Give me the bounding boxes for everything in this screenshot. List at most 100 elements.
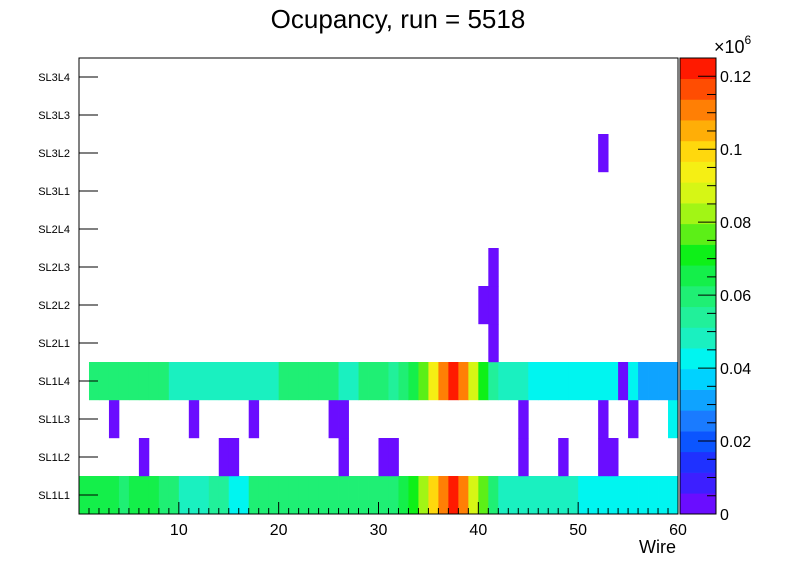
heatmap-cell [338,438,349,477]
color-scale-segment [680,78,716,100]
heatmap-cell [488,324,499,363]
color-scale-segment [680,58,716,80]
y-category-label: SL2L4 [38,224,70,236]
heatmap-cell [488,362,499,401]
heatmap-cell [378,438,389,477]
heatmap-cell [348,476,359,515]
heatmap-cell [398,362,409,401]
heatmap-cell [388,476,399,515]
heatmap-cell [558,476,569,515]
heatmap-cell [218,476,230,515]
color-scale-segment [680,472,716,494]
heatmap-cell [478,476,489,515]
color-scale-segment [680,99,716,121]
heatmap-cell [208,476,220,515]
heatmap-cell [578,476,589,515]
heatmap-cell [288,476,300,515]
heatmap-cell [98,476,110,515]
heatmap-cell [518,438,529,477]
heatmap-cell [648,362,659,401]
color-scale-exponent-power: 6 [745,33,752,47]
color-scale-segment [680,120,716,142]
heatmap-cell [598,438,609,477]
heatmap-cell [168,362,180,401]
heatmap-cell [598,134,609,173]
y-category-label: SL1L4 [38,376,70,388]
heatmap-cell [598,362,609,401]
heatmap-cell [498,476,509,515]
heatmap-cell [208,362,220,401]
heatmap-cell [428,362,439,401]
heatmap-cell [548,362,559,401]
color-scale-segment [680,431,716,453]
heatmap-cell [668,400,679,439]
x-tick-label: 40 [469,522,487,539]
color-scale-segment [680,451,716,473]
heatmap-cell [188,400,200,439]
y-axis: SL1L1 SL1L2 SL1L3 SL1L4 SL2L1 SL2L2 SL2L3 SL2L4… [38,72,98,502]
heatmap-cell [308,362,319,401]
heatmap-cell [278,476,290,515]
heatmap-cell [138,476,150,515]
color-scale-segment [680,327,716,349]
y-category-label: SL3L2 [38,148,70,160]
heatmap-cell [228,438,240,477]
heatmap-cell [628,362,639,401]
heatmap-cell [148,476,160,515]
heatmap-cell [368,362,379,401]
heatmap-cell [158,362,170,401]
y-category-label: SL2L1 [38,338,70,350]
heatmap-cell [258,362,270,401]
heatmap-cell [318,362,329,401]
color-scale-exponent: ×106 [714,33,752,57]
color-scale-tick-label: 0.04 [720,361,751,378]
heatmap-cell [598,476,609,515]
heatmap-cell [338,476,349,515]
heatmap-cell [328,362,339,401]
heatmap-cell [298,362,310,401]
heatmap-cell [418,362,429,401]
heatmap-cell [158,476,170,515]
heatmap-cell [308,476,319,515]
heatmap-cell [238,476,250,515]
color-scale-tick-label: 0.06 [720,288,751,305]
heatmap-cell [668,476,679,515]
color-scale-tick-label: 0.12 [720,69,751,86]
color-scale-tick-label: 0.02 [720,434,751,451]
x-tick-label: 10 [170,522,188,539]
heatmap-cell [318,476,329,515]
color-scale-tick-label: 0.08 [720,215,751,232]
heatmap-cell [328,476,339,515]
color-scale-segment [680,389,716,411]
heatmap-cell [218,438,230,477]
heatmap-cell [118,476,130,515]
color-scale-segment [680,223,716,245]
heatmap-cell [458,476,469,515]
heatmap-cell [418,476,429,515]
heatmap-cell [468,476,479,515]
heatmap-cell [458,362,469,401]
heatmap-cell [638,362,649,401]
heatmap-cell [478,286,489,325]
color-scale-segment [680,368,716,390]
x-axis: 10 20 30 40 50 60 [88,502,687,539]
heatmap-cell [528,362,539,401]
heatmap-cell [248,400,260,439]
heatmap-cell [408,476,419,515]
x-tick-label: 20 [270,522,288,539]
color-scale-segment [680,140,716,162]
color-scale-exponent-base: ×10 [714,37,745,57]
heatmap-cell [598,400,609,439]
heatmap-cell [578,362,589,401]
color-scale-axis: 0 0.02 0.04 0.06 0.08 0.1 0.12 [698,57,751,524]
heatmap-cell [398,476,409,515]
heatmap-cell [128,362,140,401]
color-scale-segment [680,348,716,370]
y-category-label: SL1L3 [38,414,70,426]
heatmap-cell [388,362,399,401]
x-tick-label: 30 [370,522,388,539]
heatmap-cell [388,438,399,477]
heatmap-cell [108,476,120,515]
heatmap-cell [218,362,230,401]
